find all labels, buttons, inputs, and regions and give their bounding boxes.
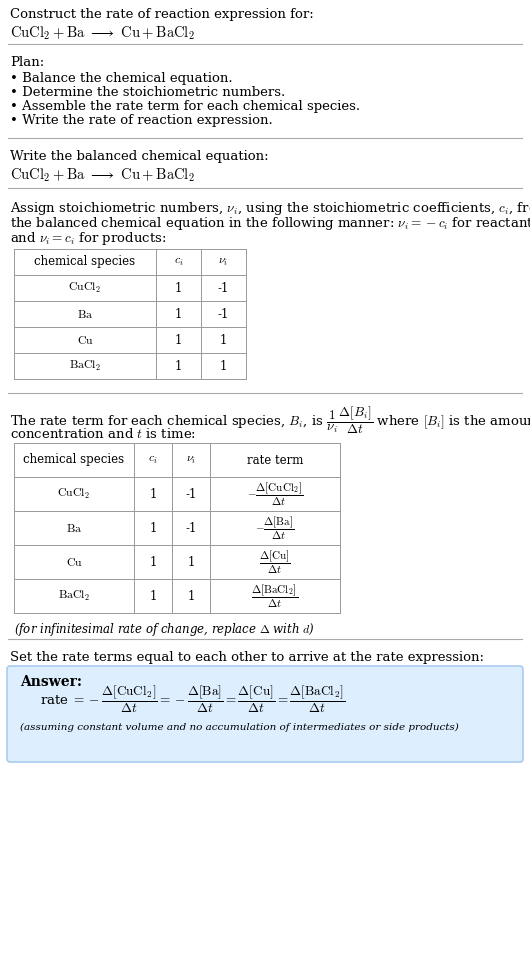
Text: concentration and $t$ is time:: concentration and $t$ is time: bbox=[10, 427, 196, 441]
Text: 1: 1 bbox=[149, 521, 157, 535]
Text: -1: -1 bbox=[186, 487, 197, 501]
Text: $\nu_i$: $\nu_i$ bbox=[186, 454, 196, 467]
Text: 1: 1 bbox=[175, 281, 182, 295]
Text: (for infinitesimal rate of change, replace $\Delta$ with $d$): (for infinitesimal rate of change, repla… bbox=[14, 621, 315, 638]
Text: • Determine the stoichiometric numbers.: • Determine the stoichiometric numbers. bbox=[10, 86, 285, 99]
Text: 1: 1 bbox=[149, 590, 157, 602]
Text: $\mathrm{BaCl_2}$: $\mathrm{BaCl_2}$ bbox=[58, 589, 90, 603]
FancyBboxPatch shape bbox=[7, 666, 523, 762]
Text: 1: 1 bbox=[220, 334, 227, 346]
Text: $-\dfrac{\Delta[\mathrm{Ba}]}{\Delta t}$: $-\dfrac{\Delta[\mathrm{Ba}]}{\Delta t}$ bbox=[255, 514, 295, 542]
Text: 1: 1 bbox=[187, 590, 195, 602]
Text: $\mathrm{Cu}$: $\mathrm{Cu}$ bbox=[66, 555, 82, 568]
Text: $\dfrac{\Delta[\mathrm{BaCl_2}]}{\Delta t}$: $\dfrac{\Delta[\mathrm{BaCl_2}]}{\Delta … bbox=[251, 583, 298, 610]
Text: 1: 1 bbox=[149, 487, 157, 501]
Text: Plan:: Plan: bbox=[10, 56, 44, 69]
Text: chemical species: chemical species bbox=[34, 256, 136, 268]
Text: • Balance the chemical equation.: • Balance the chemical equation. bbox=[10, 72, 233, 85]
Text: $\mathrm{CuCl_2 + Ba \ {\longrightarrow} \ Cu + BaCl_2}$: $\mathrm{CuCl_2 + Ba \ {\longrightarrow}… bbox=[10, 24, 195, 42]
Text: $\mathrm{Cu}$: $\mathrm{Cu}$ bbox=[77, 334, 93, 346]
Text: Assign stoichiometric numbers, $\nu_i$, using the stoichiometric coefficients, $: Assign stoichiometric numbers, $\nu_i$, … bbox=[10, 200, 530, 217]
Text: $c_i$: $c_i$ bbox=[174, 256, 183, 268]
Text: the balanced chemical equation in the following manner: $\nu_i = -c_i$ for react: the balanced chemical equation in the fo… bbox=[10, 215, 530, 232]
Text: $c_i$: $c_i$ bbox=[148, 454, 158, 467]
Text: Answer:: Answer: bbox=[20, 675, 82, 689]
Text: (assuming constant volume and no accumulation of intermediates or side products): (assuming constant volume and no accumul… bbox=[20, 723, 459, 732]
Text: -1: -1 bbox=[186, 521, 197, 535]
Text: Construct the rate of reaction expression for:: Construct the rate of reaction expressio… bbox=[10, 8, 314, 21]
Text: and $\nu_i = c_i$ for products:: and $\nu_i = c_i$ for products: bbox=[10, 230, 166, 247]
Text: rate $= -\dfrac{\Delta[\mathrm{CuCl_2}]}{\Delta t} = -\dfrac{\Delta[\mathrm{Ba}]: rate $= -\dfrac{\Delta[\mathrm{CuCl_2}]}… bbox=[40, 683, 345, 714]
Text: 1: 1 bbox=[220, 359, 227, 373]
Text: Write the balanced chemical equation:: Write the balanced chemical equation: bbox=[10, 150, 269, 163]
Text: 1: 1 bbox=[175, 307, 182, 320]
Text: $\nu_i$: $\nu_i$ bbox=[218, 256, 228, 268]
Text: Set the rate terms equal to each other to arrive at the rate expression:: Set the rate terms equal to each other t… bbox=[10, 651, 484, 664]
Text: -1: -1 bbox=[218, 281, 229, 295]
Text: 1: 1 bbox=[149, 555, 157, 568]
Text: • Write the rate of reaction expression.: • Write the rate of reaction expression. bbox=[10, 114, 273, 127]
Text: $\mathrm{BaCl_2}$: $\mathrm{BaCl_2}$ bbox=[69, 359, 101, 373]
Text: $\mathrm{Ba}$: $\mathrm{Ba}$ bbox=[66, 521, 82, 535]
Text: $\mathrm{CuCl_2}$: $\mathrm{CuCl_2}$ bbox=[57, 487, 91, 501]
Text: $\mathrm{CuCl_2 + Ba \ {\longrightarrow} \ Cu + BaCl_2}$: $\mathrm{CuCl_2 + Ba \ {\longrightarrow}… bbox=[10, 166, 195, 183]
Text: chemical species: chemical species bbox=[23, 454, 125, 467]
Text: 1: 1 bbox=[175, 334, 182, 346]
Text: • Assemble the rate term for each chemical species.: • Assemble the rate term for each chemic… bbox=[10, 100, 360, 113]
Text: $\mathrm{CuCl_2}$: $\mathrm{CuCl_2}$ bbox=[68, 281, 102, 295]
Text: $\mathrm{Ba}$: $\mathrm{Ba}$ bbox=[77, 307, 93, 320]
Text: $\dfrac{\Delta[\mathrm{Cu}]}{\Delta t}$: $\dfrac{\Delta[\mathrm{Cu}]}{\Delta t}$ bbox=[259, 549, 291, 576]
Text: The rate term for each chemical species, $B_i$, is $\dfrac{1}{\nu_i}\dfrac{\Delt: The rate term for each chemical species,… bbox=[10, 405, 530, 436]
Text: $-\dfrac{\Delta[\mathrm{CuCl_2}]}{\Delta t}$: $-\dfrac{\Delta[\mathrm{CuCl_2}]}{\Delta… bbox=[247, 480, 303, 508]
Text: 1: 1 bbox=[175, 359, 182, 373]
Text: 1: 1 bbox=[187, 555, 195, 568]
Text: rate term: rate term bbox=[247, 454, 303, 467]
Text: -1: -1 bbox=[218, 307, 229, 320]
